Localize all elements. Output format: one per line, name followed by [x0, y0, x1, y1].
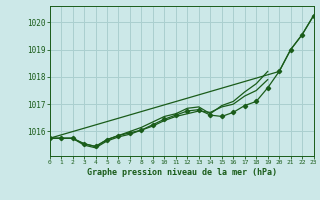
X-axis label: Graphe pression niveau de la mer (hPa): Graphe pression niveau de la mer (hPa)	[87, 168, 276, 177]
